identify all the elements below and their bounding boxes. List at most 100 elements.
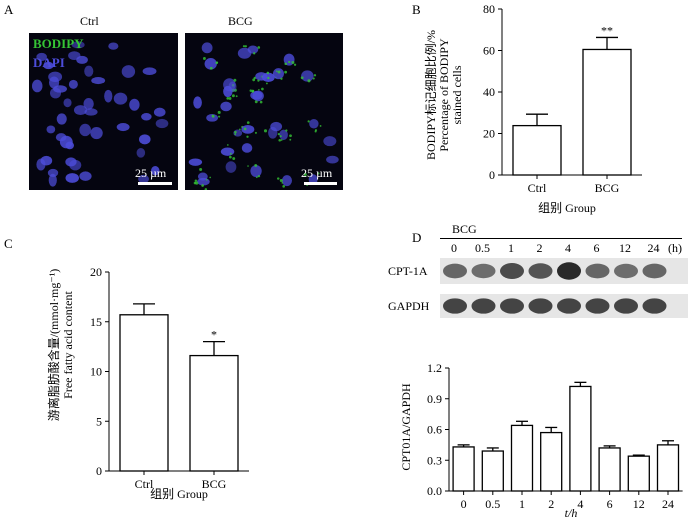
stain-label-bodipy: BODIPY: [33, 36, 84, 51]
panel-letter-c: C: [4, 236, 13, 251]
chart-c-ylabel-cn: 游离脂肪酸含量/(mmol·mg⁻¹): [46, 269, 61, 422]
blot-timepoint-label: 6: [593, 241, 600, 255]
bodipy-lipid-droplet: [261, 87, 264, 91]
dapi-nucleus: [79, 123, 91, 137]
bodipy-lipid-droplet: [312, 77, 315, 80]
bodipy-lipid-droplet: [238, 128, 241, 131]
blot-treatment-line: [440, 238, 682, 239]
bodipy-lipid-droplet: [243, 127, 247, 131]
blot-time-unit: (h): [668, 241, 682, 255]
dapi-nucleus: [188, 158, 203, 166]
chart-c-x-tick-label: Ctrl: [135, 477, 154, 491]
chart-c-y-tick-label: 5: [96, 414, 102, 428]
bodipy-lipid-droplet: [280, 139, 283, 141]
bodipy-lipid-droplet: [307, 79, 311, 83]
panel-letter-a: A: [4, 2, 14, 17]
dapi-nucleus: [250, 91, 263, 100]
dapi-nucleus: [65, 173, 79, 183]
blot-treatment-label: BCG: [452, 222, 477, 236]
chart-c-bar: [119, 314, 169, 472]
chart-d-bar: [510, 424, 534, 492]
bodipy-lipid-droplet: [218, 115, 221, 118]
bodipy-lipid-droplet: [249, 89, 253, 92]
dapi-nucleus: [153, 107, 166, 117]
dapi-nucleus: [90, 126, 103, 140]
bodipy-lipid-droplet: [242, 45, 246, 48]
chart-d-x-tick-label: 6: [607, 497, 613, 511]
micrograph-bcg: 25 µm: [185, 33, 343, 190]
bcg-nuclei-layer: [188, 42, 339, 190]
chart-d-bar: [481, 450, 504, 492]
blot-strip-cpt1a: [440, 258, 688, 284]
bodipy-lipid-droplet: [293, 63, 297, 66]
dapi-nucleus: [220, 101, 232, 112]
chart-b-ylabel-en-1: Percentage of BODIPY: [437, 38, 451, 152]
bodipy-lipid-droplet: [278, 138, 282, 142]
dapi-nucleus: [272, 68, 284, 80]
blot-band-gapdh: [614, 298, 638, 314]
bodipy-lipid-droplet: [277, 133, 280, 136]
dapi-nucleus: [225, 161, 237, 173]
chart-d-cpt1a-ratio: 0.00.30.60.91.20 0.5 1 2 4 6 12 24 CPT01A/GAPDH…: [399, 361, 683, 520]
chart-b-y-tick-label: 20: [483, 127, 495, 141]
chart-b-x-tick-label: Ctrl: [528, 181, 547, 195]
dapi-nucleus: [155, 118, 169, 129]
dapi-nucleus: [136, 148, 146, 158]
bodipy-lipid-droplet: [209, 66, 213, 70]
bodipy-lipid-droplet: [284, 62, 288, 66]
panel-letter-d: D: [412, 230, 422, 245]
bodipy-lipid-droplet: [232, 157, 236, 160]
chart-d-x-tick-label: 0: [461, 497, 467, 511]
scale-bar: [304, 182, 337, 185]
bodipy-lipid-droplet: [317, 172, 320, 175]
chart-c-ylabel-en: Free fatty acid content: [61, 291, 75, 399]
chart-b-y-tick-label: 0: [489, 168, 495, 182]
bodipy-lipid-droplet: [229, 152, 232, 155]
chart-b-bodipy-percentage: 0 20 40 60 80 Ctrl BCG ** BODIPY标记细胞比例/% Percen…: [424, 2, 642, 215]
bodipy-lipid-droplet: [277, 177, 280, 180]
chart-b-bar: [512, 124, 562, 176]
bodipy-lipid-droplet: [228, 97, 232, 100]
dapi-nucleus: [55, 133, 67, 142]
chart-d-bar: [627, 455, 650, 492]
dapi-nucleus: [309, 119, 319, 129]
chart-d-plot: 0.00.30.60.91.20 0.5 1 2 4 6 12 24: [427, 361, 683, 511]
blot-band-cpt1a: [614, 263, 638, 279]
dapi-nucleus: [237, 47, 252, 59]
chart-d-x-tick-label: 0.5: [485, 497, 500, 511]
bodipy-lipid-droplet: [233, 78, 237, 82]
bodipy-lipid-droplet: [226, 97, 230, 100]
dapi-nucleus: [83, 97, 94, 110]
micrograph-title-ctrl: Ctrl: [80, 14, 99, 28]
blot-timepoint-labels: 0 0.5 1 2 4 6 12 24: [440, 241, 688, 257]
chart-b-ylabel-cn: BODIPY标记细胞比例/%: [424, 30, 438, 160]
dapi-nucleus: [220, 147, 235, 156]
bodipy-lipid-droplet: [280, 77, 283, 80]
bodipy-lipid-droplet: [217, 110, 221, 114]
blot-band-gapdh: [500, 298, 524, 314]
bodipy-lipid-droplet: [234, 130, 237, 134]
bodipy-lipid-droplet: [257, 46, 261, 49]
bodipy-lipid-droplet: [303, 172, 307, 177]
chart-d-x-tick-label: 4: [577, 497, 583, 511]
dapi-nucleus: [79, 171, 92, 181]
bodipy-lipid-droplet: [204, 188, 208, 190]
chart-d-bar: [656, 444, 680, 492]
blot-band-gapdh: [642, 298, 667, 314]
bodipy-lipid-droplet: [252, 78, 256, 82]
dapi-nucleus: [301, 70, 314, 82]
chart-c-free-fatty-acid: 0 5 10 15 20 Ctrl BCG * 游离脂肪酸含量/(mmol·mg⁻¹) Fre…: [46, 265, 249, 501]
blot-band-cpt1a: [557, 262, 581, 280]
chart-d-bar: [598, 447, 621, 492]
bodipy-lipid-droplet: [257, 174, 261, 178]
dapi-nucleus: [197, 172, 208, 181]
chart-c-plot: 0 5 10 15 20 Ctrl BCG *: [90, 265, 249, 491]
chart-d-x-tick-label: 24: [662, 497, 674, 511]
dapi-nucleus: [141, 113, 152, 121]
blot-band-gapdh: [528, 298, 553, 314]
bodipy-lipid-droplet: [265, 82, 268, 85]
dapi-nucleus: [63, 98, 72, 108]
bodipy-lipid-droplet: [202, 57, 206, 60]
dapi-nucleus: [65, 157, 77, 167]
chart-b-y-tick-label: 40: [483, 85, 495, 99]
